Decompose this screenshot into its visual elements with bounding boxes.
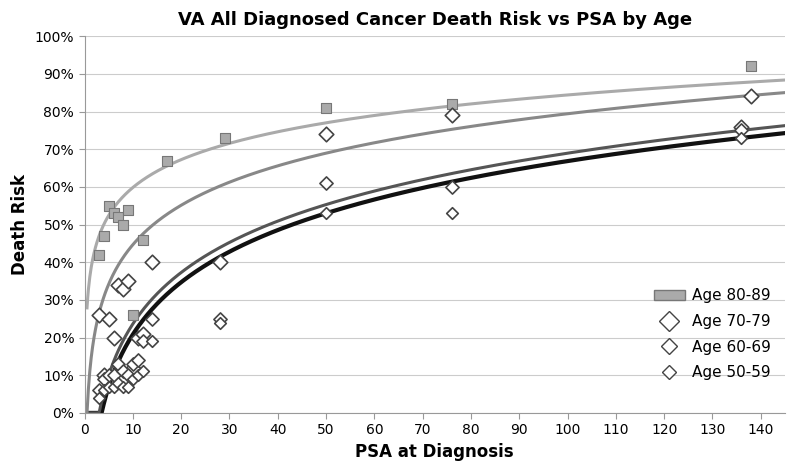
- Point: [117, 285, 130, 292]
- Point: [735, 134, 747, 142]
- Point: [320, 179, 333, 187]
- Point: [127, 360, 139, 368]
- Point: [127, 311, 139, 319]
- Point: [117, 383, 130, 390]
- Point: [107, 383, 120, 390]
- Point: [107, 210, 120, 217]
- Point: [103, 315, 115, 322]
- Point: [117, 368, 130, 375]
- Point: [213, 315, 226, 322]
- Point: [213, 259, 226, 266]
- Legend: Age 80-89, Age 70-79, Age 60-69, Age 50-59: Age 80-89, Age 70-79, Age 60-69, Age 50-…: [648, 282, 777, 387]
- Point: [320, 104, 333, 111]
- Point: [112, 213, 125, 221]
- Point: [98, 371, 111, 379]
- Point: [107, 334, 120, 341]
- Point: [735, 123, 747, 130]
- Y-axis label: Death Risk: Death Risk: [11, 174, 29, 275]
- Point: [136, 368, 149, 375]
- Point: [735, 126, 747, 134]
- Point: [92, 311, 105, 319]
- Point: [131, 371, 144, 379]
- Point: [122, 206, 135, 213]
- Point: [112, 360, 125, 368]
- Point: [98, 375, 111, 383]
- Point: [98, 387, 111, 394]
- Point: [146, 259, 158, 266]
- Point: [136, 236, 149, 244]
- Point: [136, 337, 149, 345]
- X-axis label: PSA at Diagnosis: PSA at Diagnosis: [356, 443, 514, 461]
- Point: [122, 383, 135, 390]
- Point: [218, 134, 231, 142]
- Point: [745, 63, 758, 70]
- Point: [320, 130, 333, 138]
- Point: [445, 111, 458, 119]
- Point: [112, 281, 125, 288]
- Point: [146, 337, 158, 345]
- Point: [320, 210, 333, 217]
- Point: [98, 232, 111, 240]
- Point: [445, 210, 458, 217]
- Point: [103, 202, 115, 210]
- Point: [92, 394, 105, 402]
- Point: [445, 183, 458, 191]
- Point: [103, 383, 115, 390]
- Point: [103, 371, 115, 379]
- Point: [131, 356, 144, 364]
- Point: [92, 251, 105, 259]
- Point: [146, 315, 158, 322]
- Point: [136, 330, 149, 337]
- Point: [112, 379, 125, 387]
- Point: [122, 277, 135, 285]
- Point: [122, 371, 135, 379]
- Title: VA All Diagnosed Cancer Death Risk vs PSA by Age: VA All Diagnosed Cancer Death Risk vs PS…: [178, 11, 692, 29]
- Point: [107, 371, 120, 379]
- Point: [213, 319, 226, 326]
- Point: [160, 157, 173, 164]
- Point: [127, 364, 139, 371]
- Point: [127, 375, 139, 383]
- Point: [92, 387, 105, 394]
- Point: [131, 334, 144, 341]
- Point: [117, 221, 130, 228]
- Point: [745, 93, 758, 100]
- Point: [445, 100, 458, 108]
